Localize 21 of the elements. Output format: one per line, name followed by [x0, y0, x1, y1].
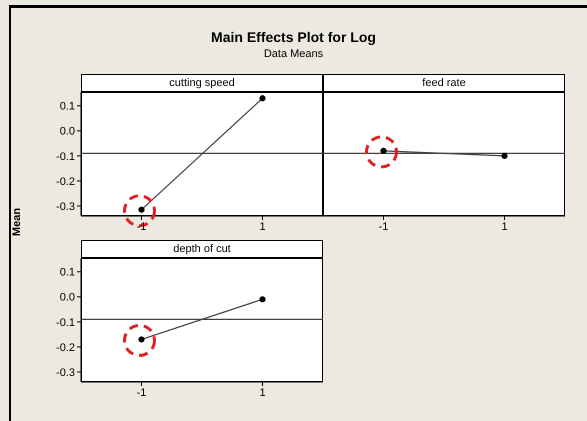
x-axis-title: depth of cut [81, 240, 323, 258]
x-tick-label: 1 [259, 386, 266, 399]
y-tick-label: 0.1 [60, 100, 75, 113]
y-tick-label: 0.0 [60, 126, 75, 138]
y-tick-label: -0.2 [56, 176, 75, 188]
y-tick-label: -0.3 [56, 200, 75, 213]
x-tick-label: -1 [378, 220, 388, 233]
x-tick-label: 1 [501, 220, 508, 233]
y-tick-label: -0.3 [56, 366, 75, 379]
y-tick-label: -0.2 [56, 342, 75, 354]
chart-title: Main Effects Plot for Log [210, 29, 377, 45]
y-tick-label: -0.1 [56, 316, 75, 329]
chart-subtitle: Data Means [262, 48, 324, 60]
y-tick-label: 0.1 [60, 266, 75, 279]
x-axis-title: cutting speed [81, 74, 323, 92]
y-tick-label: 0.0 [60, 292, 75, 304]
x-tick-label: 1 [259, 220, 266, 233]
y-axis-title: Mean [11, 208, 23, 236]
y-tick-label: -0.1 [56, 150, 75, 163]
x-tick-label: -1 [136, 386, 146, 399]
x-axis-title: feed rate [323, 74, 565, 92]
